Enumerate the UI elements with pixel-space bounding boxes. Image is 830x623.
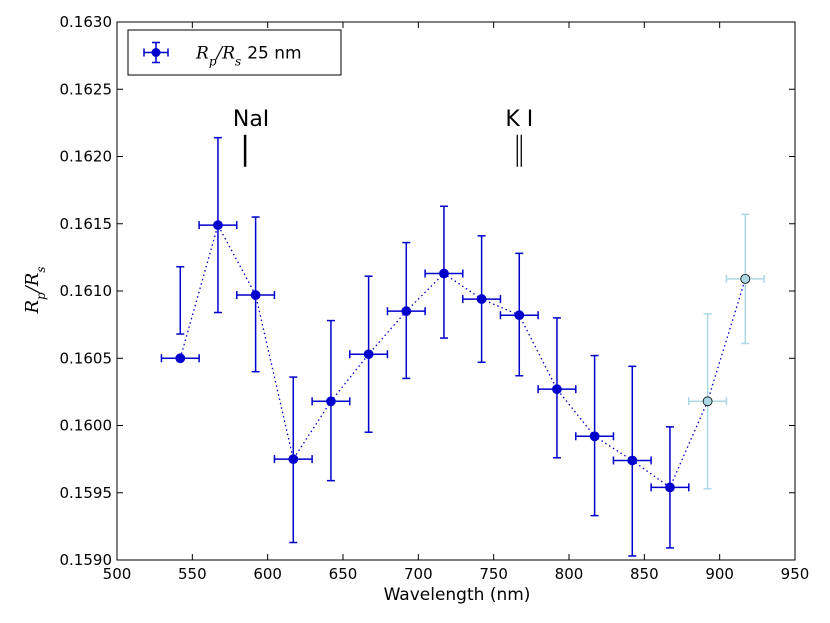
data-point — [250, 290, 261, 300]
x-tick-label: 800 — [555, 565, 584, 583]
y-tick-label: 0.1630 — [60, 13, 113, 31]
y-tick-label: 0.1590 — [60, 551, 113, 569]
legend-marker — [151, 48, 161, 57]
plot-frame — [116, 21, 796, 561]
y-tick-label: 0.1610 — [60, 282, 113, 300]
y-tick-label: 0.1625 — [60, 80, 113, 98]
x-tick-label: 600 — [253, 565, 282, 583]
data-point — [175, 353, 186, 364]
data-point — [363, 349, 374, 360]
x-tick-label: 750 — [479, 565, 508, 583]
y-tick-label: 0.1605 — [60, 349, 113, 367]
data-point — [326, 396, 336, 407]
data-point — [740, 273, 751, 284]
y-axis-label: Rp/Rs — [22, 266, 48, 314]
data-point — [288, 454, 299, 465]
x-tick-label: 550 — [178, 565, 207, 583]
data-point — [439, 268, 449, 279]
data-point — [552, 384, 562, 395]
x-tick-label: 850 — [630, 565, 659, 583]
data-point — [401, 306, 412, 317]
data-point — [476, 294, 487, 304]
data-point — [514, 310, 525, 321]
ylabel-rp: R — [22, 300, 43, 315]
data-point — [213, 220, 223, 230]
x-tick-label: 700 — [404, 565, 433, 583]
x-tick-label: 500 — [103, 565, 132, 583]
y-tick-label: 0.1595 — [60, 484, 113, 502]
y-tick-label: 0.1620 — [60, 148, 113, 166]
line-annotation-label: NaI — [233, 107, 269, 132]
legend-label: Rp/Rs 25 nm — [195, 44, 302, 69]
data-point — [589, 431, 600, 442]
svg-text:Rp/Rs: Rp/Rs — [22, 266, 48, 314]
x-tick-label: 900 — [705, 565, 734, 583]
x-tick-label: 650 — [329, 565, 358, 583]
line-annotation-label: K I — [505, 107, 533, 132]
x-tick-label: 950 — [781, 565, 810, 583]
y-tick-label: 0.1600 — [60, 417, 113, 435]
x-axis-label: Wavelength (nm) — [384, 585, 531, 605]
data-point — [702, 396, 713, 407]
y-tick-label: 0.1615 — [60, 215, 113, 233]
data-point — [665, 482, 675, 493]
data-point — [627, 455, 638, 466]
plot-area: 500 550 600 650 700 750 800 850 900 950 0.1590 0.15… — [60, 13, 810, 583]
connecting-line — [179, 223, 746, 489]
